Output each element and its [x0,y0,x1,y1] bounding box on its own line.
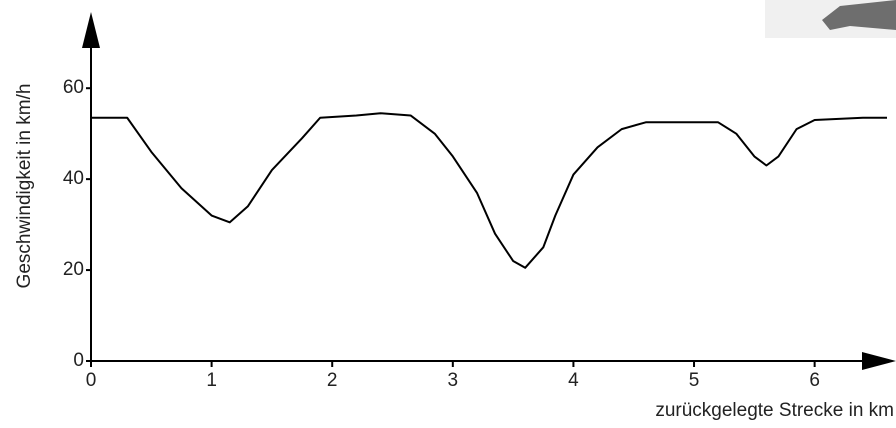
y-tick-label: 20 [63,259,84,280]
y-tick-label: 60 [63,77,84,98]
y-tick-label: 40 [63,168,84,189]
y-axis-arrow [82,12,100,48]
x-tick-label: 2 [327,370,338,391]
image-fragment-shape [822,0,896,30]
x-axis-label: zurückgelegte Strecke in km [655,400,894,421]
speed-line [91,112,887,269]
y-axis-label: Geschwindigkeit in km/h [14,84,35,289]
x-tick-label: 1 [206,370,217,391]
x-axis-arrow [862,352,896,370]
x-tick-label: 3 [448,370,459,391]
x-tick-label: 6 [809,370,820,391]
x-tick-label: 4 [568,370,579,391]
x-tick-label: 0 [86,370,97,391]
y-tick-label: 0 [73,350,84,371]
x-tick-label: 5 [689,370,700,391]
